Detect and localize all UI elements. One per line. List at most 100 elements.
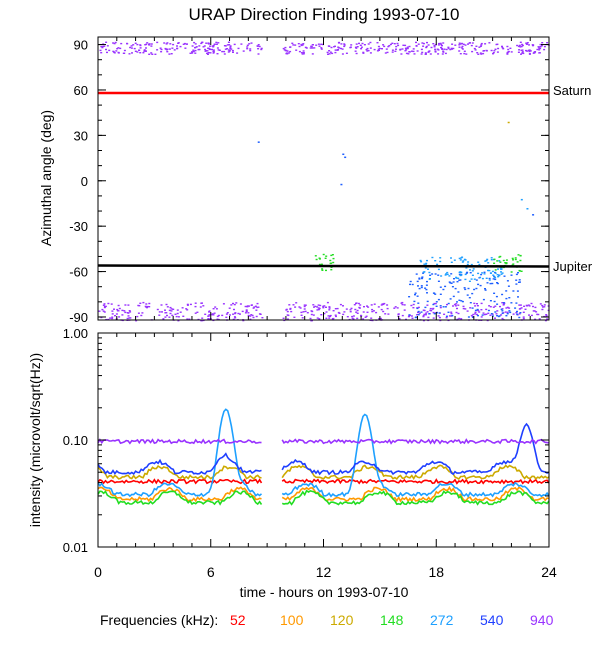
- azimuth-point: [160, 48, 163, 51]
- azimuth-point: [516, 290, 519, 292]
- azimuth-point: [282, 317, 285, 319]
- azimuth-point: [507, 285, 510, 287]
- azimuth-point: [213, 312, 216, 314]
- azimuth-point: [501, 45, 503, 48]
- azimuth-point: [413, 300, 416, 303]
- azimuth-point: [150, 52, 153, 54]
- azimuth-point: [455, 303, 458, 305]
- azimuth-point: [194, 305, 197, 308]
- azimuth-point: [475, 313, 478, 316]
- azimuth-point: [107, 302, 110, 305]
- azimuth-point: [257, 48, 260, 50]
- azimuth-point: [432, 43, 435, 45]
- azimuth-point: [356, 46, 359, 48]
- azimuth-point: [207, 52, 210, 54]
- azimuth-point: [230, 304, 233, 306]
- azimuth-point: [444, 285, 447, 288]
- azimuth-point: [380, 304, 383, 306]
- azimuth-point: [207, 47, 210, 49]
- azimuth-point: [215, 43, 218, 45]
- azimuth-point: [232, 51, 234, 53]
- intensity-ytick-label: 1.00: [63, 326, 88, 341]
- azimuth-point: [246, 306, 249, 308]
- azimuth-point: [302, 43, 305, 45]
- azimuth-point: [414, 292, 417, 294]
- azimuth-point: [294, 306, 297, 308]
- azimuth-point: [286, 310, 289, 313]
- azimuth-point: [118, 307, 121, 310]
- azimuth-point: [223, 53, 226, 55]
- azimuth-point: [148, 44, 151, 46]
- azimuth-point: [168, 48, 171, 50]
- azimuth-point: [460, 274, 463, 276]
- azimuth-point: [100, 52, 103, 54]
- azimuth-point: [216, 53, 219, 55]
- azimuth-point: [216, 47, 219, 49]
- azimuth-point: [349, 46, 352, 49]
- azimuth-point: [382, 44, 385, 46]
- azimuth-point: [214, 306, 217, 308]
- azimuth-point: [543, 48, 546, 51]
- azimuth-point: [471, 307, 474, 309]
- azimuth-point: [482, 52, 485, 55]
- azimuth-point: [360, 46, 363, 48]
- azimuth-point: [506, 53, 509, 55]
- azimuth-point: [402, 44, 405, 46]
- azimuth-point: [494, 305, 497, 307]
- azimuth-point: [450, 257, 452, 259]
- azimuth-point: [126, 42, 128, 45]
- azimuth-point: [325, 255, 328, 257]
- azimuth-point: [437, 298, 440, 301]
- azimuth-point: [418, 312, 421, 314]
- azimuth-point: [427, 268, 429, 270]
- azimuth-point: [446, 303, 448, 306]
- azimuth-point: [117, 310, 120, 312]
- azimuth-point: [495, 313, 498, 315]
- azimuth-point: [298, 45, 301, 48]
- azimuth-point: [98, 310, 101, 312]
- azimuth-point: [458, 42, 461, 44]
- azimuth-point: [103, 303, 106, 305]
- azimuth-point: [476, 303, 478, 305]
- azimuth-point: [493, 50, 496, 52]
- azimuth-point: [102, 310, 105, 312]
- azimuth-point: [164, 316, 167, 318]
- azimuth-point: [244, 312, 247, 314]
- azimuth-point: [411, 317, 414, 319]
- azimuth-point: [494, 317, 496, 319]
- azimuth-point: [480, 44, 483, 46]
- azimuth-point: [474, 305, 477, 307]
- azimuth-point: [446, 271, 449, 274]
- azimuth-point: [487, 312, 490, 314]
- azimuth-point: [360, 315, 363, 317]
- azimuth-point: [183, 42, 186, 45]
- azimuth-point: [194, 302, 197, 304]
- azimuth-point: [295, 49, 298, 51]
- azimuth-point: [282, 47, 285, 50]
- azimuth-point: [134, 50, 137, 52]
- azimuth-point: [412, 50, 415, 53]
- azimuth-point: [531, 44, 534, 46]
- azimuth-point: [175, 315, 178, 318]
- azimuth-point: [244, 305, 247, 308]
- azimuth-point: [518, 313, 521, 315]
- azimuth-point: [159, 47, 162, 49]
- azimuth-point: [512, 259, 514, 261]
- azimuth-point: [487, 269, 489, 272]
- azimuth-point: [136, 315, 139, 318]
- azimuth-point: [471, 42, 474, 44]
- azimuth-point: [406, 46, 409, 48]
- azimuth-point: [371, 310, 374, 313]
- azimuth-point: [288, 304, 291, 306]
- azimuth-point: [446, 273, 449, 276]
- azimuth-point: [472, 313, 475, 316]
- azimuth-point: [517, 272, 519, 274]
- azimuth-point: [477, 53, 480, 55]
- azimuth-point: [310, 45, 313, 48]
- azimuth-point: [101, 46, 104, 49]
- azimuth-point: [477, 314, 479, 317]
- azimuth-point: [408, 51, 411, 53]
- azimuth-point: [494, 48, 497, 50]
- azimuth-point: [320, 314, 323, 316]
- azimuth-point: [499, 305, 501, 308]
